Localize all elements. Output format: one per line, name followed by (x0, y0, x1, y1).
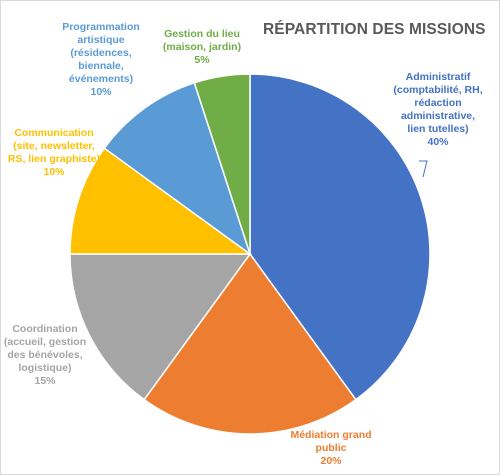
slice-value: 40% (427, 136, 449, 148)
slice-value: 10% (90, 86, 112, 98)
slice-name: Coordination (12, 323, 78, 335)
slice-detail: biennale, (78, 60, 124, 72)
slice-label-coordination: Coordination (accueil, gestion des bénévol… (1, 323, 89, 388)
slice-detail: RS, lien graphiste) (7, 153, 101, 165)
slice-detail: artistique (77, 34, 125, 46)
slice-detail: (site, newsletter, (13, 140, 95, 152)
slice-value: 10% (43, 166, 65, 178)
slice-detail: logistique) (18, 362, 72, 374)
slice-detail: rédaction (414, 97, 462, 109)
slice-value: 5% (194, 54, 210, 66)
pie-slice-administratif (249, 73, 431, 401)
slice-label-programmation: Programmation artistique (résidences, bienn… (46, 21, 156, 99)
slice-name: Programmation (62, 21, 140, 33)
slice-value: 15% (34, 375, 56, 387)
leader-line-administratif (419, 160, 428, 178)
slice-detail: des bénévoles, (7, 349, 83, 361)
pie-slice-gestion-du-lieu (193, 73, 251, 255)
slice-name: Gestion du lieu (164, 28, 240, 40)
slice-detail: événements) (68, 73, 134, 85)
slice-label-communication: Communication (site, newsletter, RS, lien … (1, 127, 107, 179)
slice-detail: (résidences, (70, 47, 132, 59)
pie-slice-mediation (143, 252, 357, 435)
slice-label-gestion-du-lieu: Gestion du lieu (maison, jardin) 5% (159, 28, 245, 67)
slice-detail: public (315, 442, 347, 454)
pie-slice-programmation (103, 81, 252, 256)
pie-slice-coordination (69, 253, 252, 401)
slice-detail: administrative, (400, 110, 476, 122)
slice-detail: lien tutelles) (407, 123, 469, 135)
slice-detail: (accueil, gestion (3, 336, 87, 348)
slice-label-administratif: Administratif (comptabilité, RH, rédaction… (379, 71, 497, 149)
slice-name: Médiation grand (290, 429, 372, 441)
slice-value: 20% (320, 455, 342, 467)
slice-name: Communication (14, 127, 94, 139)
pie-slice-communication (69, 147, 253, 255)
slice-label-mediation: Médiation grand public 20% (281, 429, 381, 468)
slice-detail: (maison, jardin) (162, 41, 242, 53)
slice-name: Administratif (405, 71, 471, 83)
slice-detail: (comptabilité, RH, (393, 84, 483, 96)
chart-title: RÉPARTITION DES MISSIONS (263, 21, 486, 38)
